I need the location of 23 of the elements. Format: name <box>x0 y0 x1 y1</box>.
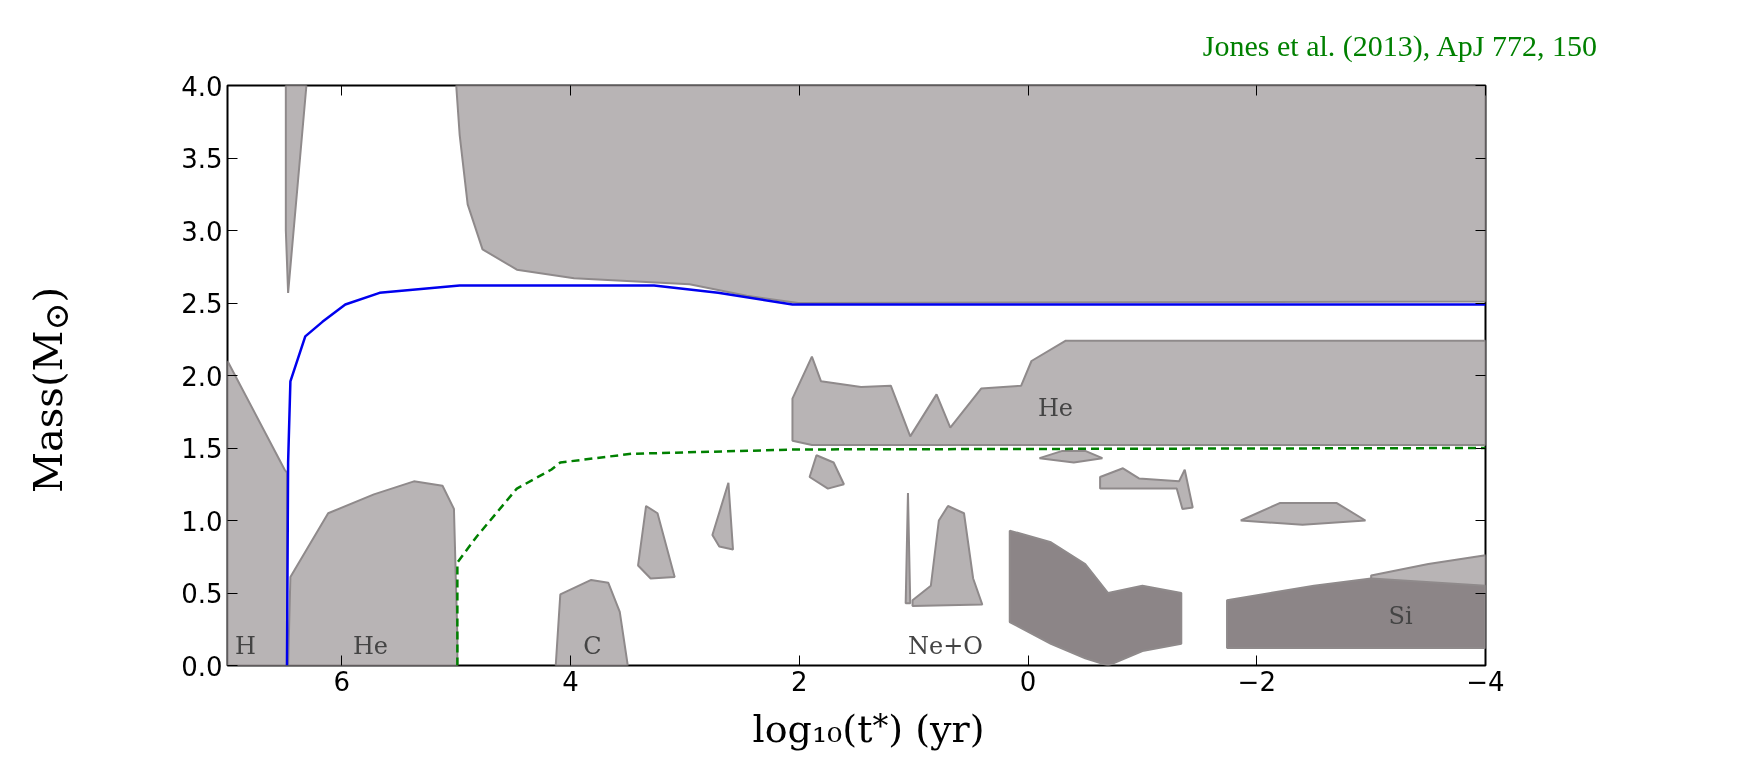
y-tick-label: 1.0 <box>181 506 223 537</box>
annotation: He <box>1037 393 1074 422</box>
annotation: Si <box>1388 601 1413 630</box>
annotation: He <box>352 631 389 660</box>
y-tick-label: 4.0 <box>181 71 223 102</box>
x-tick-label: 6 <box>333 666 351 697</box>
x-tick-label: −4 <box>1466 666 1505 697</box>
y-tick-label: 3.5 <box>181 144 223 174</box>
y-tick-label: 0.0 <box>181 651 223 682</box>
annotation: C <box>583 631 602 660</box>
x-tick-label: 2 <box>791 666 808 697</box>
y-tick-label: 2.0 <box>181 361 223 392</box>
y-tick-label: 2.5 <box>181 289 223 319</box>
annotation: Ne+O <box>908 631 984 660</box>
x-tick-label: 0 <box>1019 666 1037 697</box>
y-tick-label: 0.5 <box>181 579 223 609</box>
x-tick-label: −2 <box>1237 666 1276 697</box>
y-tick-label: 3.0 <box>181 216 223 247</box>
x-tick-label: 4 <box>562 666 579 697</box>
x-axis-title: log₁₀(t$^{*}$) (yr) <box>751 707 986 753</box>
y-tick-label: 1.5 <box>181 434 223 464</box>
text: Jones et al. (2013), ApJ 772, 150 <box>1201 28 1597 65</box>
annotation: H <box>235 631 256 660</box>
